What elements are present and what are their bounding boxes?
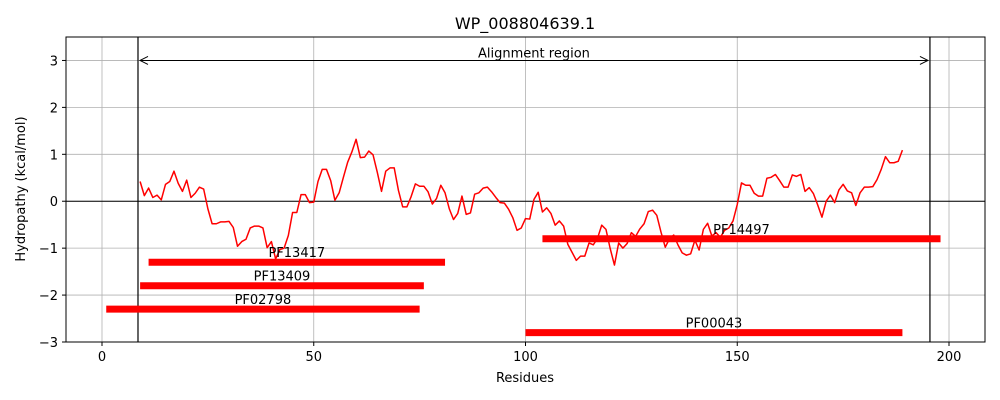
y-tick-label: 1 [50, 148, 58, 163]
x-tick-label: 100 [513, 350, 538, 365]
domain-label: PF00043 [686, 317, 743, 332]
y-tick-label: −1 [39, 242, 58, 257]
y-axis-label: Hydropathy (kcal/mol) [14, 116, 29, 261]
y-tick-label: 3 [50, 54, 58, 69]
domain-label: PF13417 [268, 246, 325, 261]
plot-area: Alignment region PF14497 PF13417 PF13409 PF0… [39, 36, 986, 365]
y-tick-label: −3 [39, 336, 58, 351]
domain-label: PF13409 [254, 270, 311, 285]
domain-label: PF02798 [235, 293, 292, 308]
alignment-label: Alignment region [478, 46, 590, 61]
chart-title: WP_008804639.1 [455, 14, 595, 34]
domain-label: PF14497 [713, 223, 770, 238]
y-tick-label: 0 [50, 195, 58, 210]
hydropathy-series-line [139, 138, 904, 266]
x-tick-label: 50 [305, 350, 322, 365]
x-tick-label: 200 [937, 350, 962, 365]
y-tick-label: −2 [39, 289, 58, 304]
x-tick-label: 0 [98, 350, 106, 365]
x-axis-label: Residues [496, 371, 554, 386]
x-tick-label: 150 [725, 350, 750, 365]
y-tick-label: 2 [50, 101, 58, 116]
